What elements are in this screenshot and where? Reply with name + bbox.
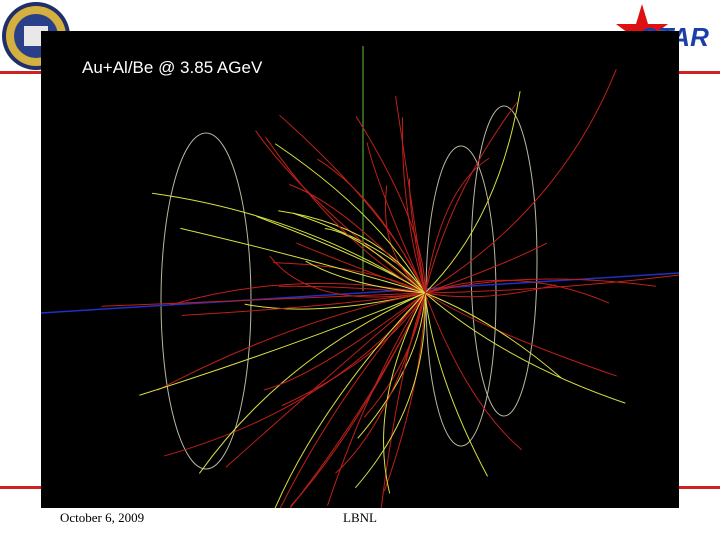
- particle-track: [363, 292, 426, 418]
- event-title: Au+Al/Be @ 3.85 AGeV: [82, 58, 263, 77]
- particle-track: [408, 178, 426, 294]
- particle-track: [198, 292, 426, 474]
- particle-track: [256, 215, 426, 294]
- detector-ring: [160, 132, 252, 470]
- particle-track: [366, 142, 426, 294]
- particle-track: [424, 101, 518, 294]
- particle-track: [324, 228, 426, 294]
- particle-track: [317, 158, 426, 294]
- particle-track: [383, 292, 426, 492]
- particle-track: [265, 136, 426, 294]
- particle-track: [164, 292, 426, 457]
- particle-track: [278, 285, 426, 294]
- particle-track: [424, 292, 488, 477]
- footer-center: LBNL: [343, 510, 377, 525]
- particle-track: [244, 292, 426, 310]
- particle-track: [424, 292, 522, 451]
- particle-track: [263, 292, 426, 391]
- particle-track: [278, 210, 426, 294]
- particle-track: [424, 268, 720, 294]
- particle-track: [157, 292, 426, 391]
- particle-track: [383, 292, 426, 494]
- particle-track: [401, 117, 426, 294]
- particle-track: [101, 292, 426, 307]
- particle-track: [182, 292, 426, 316]
- particle-track: [424, 292, 562, 379]
- particle-track: [424, 69, 617, 294]
- star-logo: [616, 4, 668, 56]
- particle-track: [424, 292, 617, 377]
- particle-track: [305, 260, 426, 294]
- particle-track: [335, 292, 426, 474]
- particle-track: [289, 184, 426, 294]
- particle-track: [139, 292, 426, 396]
- particle-track: [281, 292, 426, 407]
- particle-track: [424, 91, 521, 294]
- event-display-image: [40, 31, 720, 540]
- particle-track: [424, 278, 657, 294]
- particle-track: [170, 282, 426, 306]
- particle-track: [296, 242, 426, 294]
- particle-track: [180, 227, 426, 294]
- particle-track: [273, 262, 426, 294]
- particle-track: [424, 242, 548, 294]
- particle-track: [424, 157, 490, 294]
- particle-track: [355, 116, 426, 294]
- particle-track: [225, 292, 426, 468]
- particle-track: [290, 292, 426, 507]
- footer-date: October 6, 2009: [60, 510, 145, 525]
- particle-track: [269, 255, 426, 298]
- particle-track: [379, 292, 426, 519]
- particle-track: [424, 279, 610, 304]
- particle-track: [424, 292, 626, 404]
- particle-track: [354, 292, 426, 489]
- detector-ring: [470, 105, 538, 417]
- particle-track: [152, 192, 426, 294]
- particle-track: [263, 292, 426, 538]
- particle-track: [255, 130, 426, 294]
- particle-track: [274, 143, 426, 294]
- particle-track: [357, 292, 426, 439]
- particle-track: [268, 292, 426, 535]
